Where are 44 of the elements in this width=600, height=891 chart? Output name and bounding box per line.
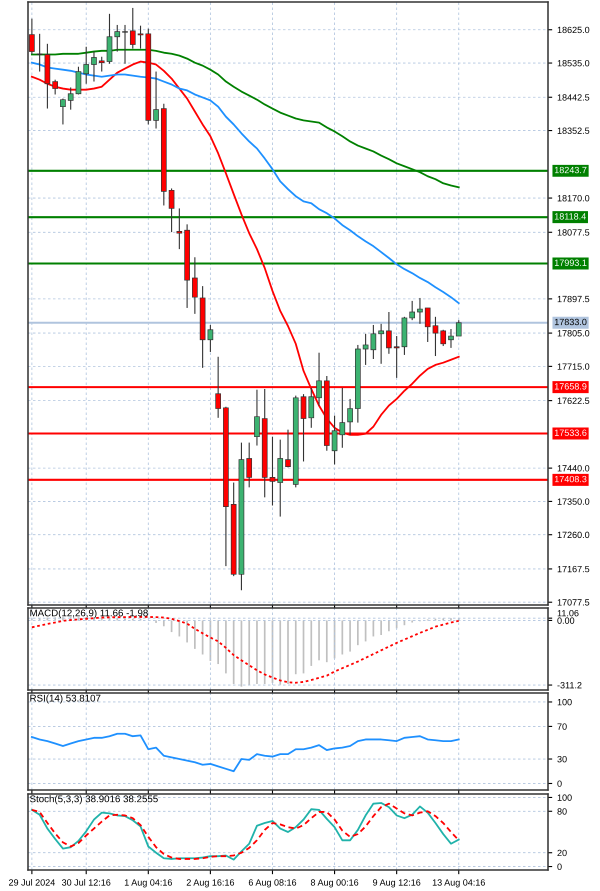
y-tick-label: 17350.0 (558, 498, 590, 505)
y-tick-label: 30 (557, 756, 567, 762)
ref-line-label: 18118.4 (554, 213, 586, 220)
y-tick-label: 100 (558, 794, 572, 801)
ref-line-label: 17993.1 (554, 260, 586, 266)
ref-line-label: 17833.0 (554, 318, 587, 326)
ref-line-label: 17533.6 (554, 430, 586, 436)
y-tick-label: 70 (557, 723, 567, 730)
x-tick-label: 6 Aug 08:16 (248, 879, 296, 888)
y-tick-label: 80 (557, 808, 567, 815)
x-tick-label: 9 Aug 12:16 (372, 879, 420, 888)
y-tick-label: 18442.5 (558, 94, 590, 101)
x-tick-label: 30 Jul 12:16 (62, 879, 110, 886)
x-tick-label: 2 Aug 16:16 (186, 879, 234, 888)
x-tick-label: 13 Aug 04:16 (432, 879, 485, 888)
chart-title: Stoch(5,3,3) 38.9016 38.2555 (30, 795, 158, 804)
y-tick-label: 0 (557, 864, 562, 870)
y-tick-label: 18535.0 (558, 60, 590, 66)
y-tick-label: -311.2 (557, 682, 582, 688)
y-tick-label: 17167.5 (558, 566, 590, 572)
chart-title: RSI(14) 53.8107 (30, 694, 100, 704)
chart-title: MACD(12,26,9) 11.66 -1.98 (30, 609, 148, 618)
y-tick-label: 11.06 (558, 610, 579, 616)
y-tick-label: 17805.0 (558, 330, 590, 336)
y-tick-label: 17715.0 (558, 363, 590, 370)
y-tick-label: 20 (557, 850, 567, 856)
y-tick-label: 17440.0 (558, 465, 590, 472)
ref-line-label: 17658.9 (554, 383, 586, 390)
y-tick-label: 18352.5 (558, 128, 590, 134)
y-tick-label: 18077.5 (558, 229, 590, 236)
y-tick-label: 17897.5 (558, 296, 590, 302)
y-tick-label: 17260.0 (558, 532, 590, 538)
y-tick-label: 100 (558, 698, 572, 706)
y-tick-label: 0 (557, 780, 562, 787)
x-tick-label: 1 Aug 04:16 (124, 879, 172, 888)
y-tick-label: 18170.0 (558, 195, 590, 202)
ref-line-label: 17408.3 (554, 476, 586, 482)
y-tick-label: 18625.0 (558, 26, 590, 34)
x-tick-label: 8 Aug 00:16 (310, 879, 358, 888)
x-tick-label: 29 Jul 2024 (8, 879, 55, 886)
y-tick-label: 0.00 (557, 617, 574, 624)
ref-line-label: 18243.7 (554, 166, 586, 174)
y-tick-label: 17077.5 (558, 599, 590, 606)
y-tick-label: 17622.5 (558, 398, 590, 404)
